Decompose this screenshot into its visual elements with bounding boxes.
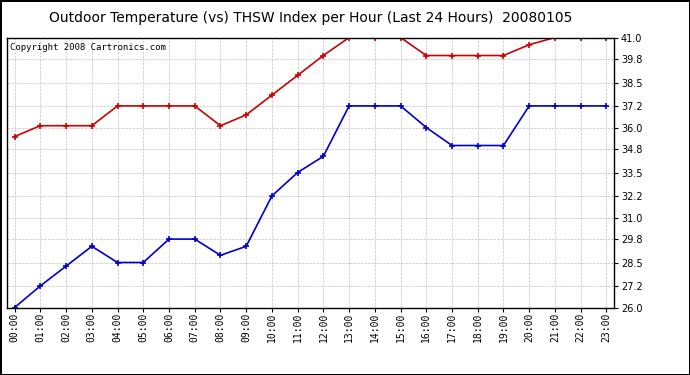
Text: Outdoor Temperature (vs) THSW Index per Hour (Last 24 Hours)  20080105: Outdoor Temperature (vs) THSW Index per … — [49, 11, 572, 25]
Text: Copyright 2008 Cartronics.com: Copyright 2008 Cartronics.com — [10, 43, 166, 52]
